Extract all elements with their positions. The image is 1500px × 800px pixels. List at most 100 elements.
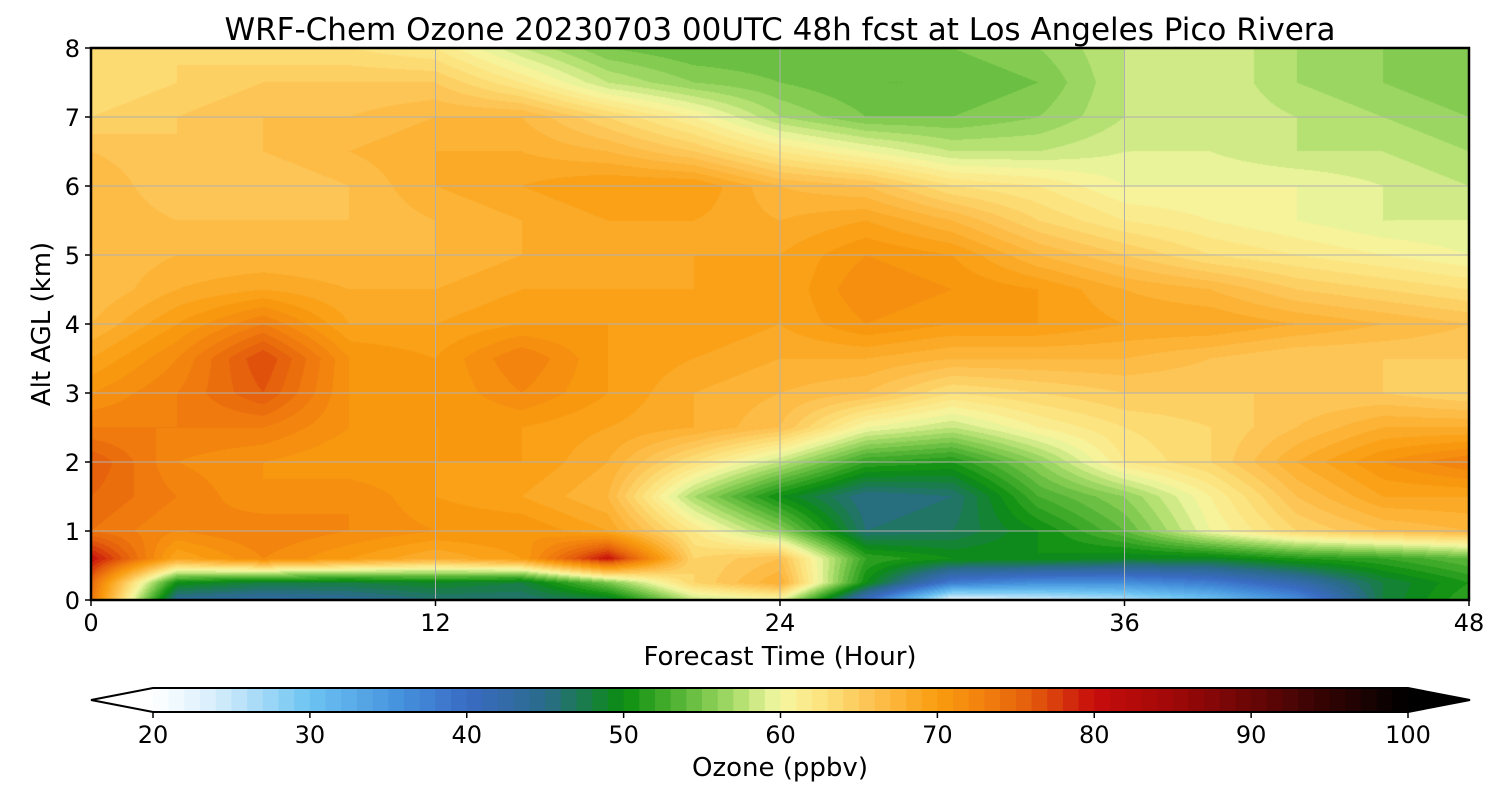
colorbar-tick-label: 70 [922,721,953,749]
colorbar-segment [874,688,891,712]
y-axis-label: Alt AGL (km) [27,242,57,406]
colorbar-segment [1282,688,1299,712]
colorbar-segment [1219,688,1237,712]
colorbar-segment [231,688,248,712]
colorbar-segment [984,688,1001,712]
colorbar: 20 30 40 50 60 70 80 90 100 [90,687,1471,749]
colorbar-segment [764,688,782,712]
colorbar-segment [294,688,311,712]
colorbar-segment [498,688,515,712]
colorbar-segment [1062,688,1080,712]
colorbar-segment [1329,688,1346,712]
y-tick-label: 8 [65,35,80,63]
colorbar-segment [1204,688,1221,712]
colorbar-segment [200,688,217,712]
colorbar-segment [702,688,719,712]
colorbar-segment [670,688,687,712]
x-tick-label: 12 [420,609,451,637]
colorbar-segment [466,688,484,712]
colorbar-tick-label: 20 [138,721,169,749]
y-tick-label: 2 [65,449,80,477]
colorbar-segment [1235,688,1252,712]
colorbar-segment [1015,688,1033,712]
x-tick-label: 0 [83,609,98,637]
x-tick-label: 36 [1109,609,1140,637]
colorbar-segment [278,688,295,712]
colorbar-segment [1392,688,1409,712]
colorbar-segment [388,688,405,712]
y-tick-label: 7 [65,104,80,132]
colorbar-segment [215,688,233,712]
colorbar-segment [623,688,640,712]
colorbar-tick-label: 100 [1385,721,1431,749]
colorbar-segment [1125,688,1142,712]
colorbar-segment [184,688,201,712]
colorbar-segment [1000,688,1017,712]
colorbar-segment [419,688,436,712]
colorbar-segment [592,688,609,712]
colorbar-segment [1298,688,1315,712]
y-tick-label: 1 [65,518,80,546]
colorbar-tick-label: 90 [1236,721,1267,749]
colorbar-extend-min [91,688,153,712]
colorbar-segment [1109,688,1127,712]
colorbar-segment [168,688,185,712]
colorbar-tick-label: 80 [1079,721,1110,749]
colorbar-tick-label: 50 [608,721,639,749]
colorbar-segment [906,688,923,712]
colorbar-segment [545,688,562,712]
colorbar-segment [1047,688,1064,712]
colorbar-segment [356,688,374,712]
colorbar-segment [1266,688,1284,712]
colorbar-label: Ozone (ppbv) [692,753,868,783]
colorbar-segment [1345,688,1362,712]
colorbar-segment [309,688,327,712]
colorbar-segment [733,688,750,712]
colorbar-extend-max [1408,688,1470,712]
colorbar-segment [153,688,170,712]
colorbar-segment [749,688,766,712]
x-tick-label: 48 [1454,609,1485,637]
colorbar-segment [1031,688,1048,712]
y-tick-label: 0 [65,587,80,615]
colorbar-segment [607,688,625,712]
colorbar-segment [639,688,656,712]
y-tick-label: 3 [65,380,80,408]
colorbar-segment [451,688,468,712]
colorbar-segment [1094,688,1111,712]
colorbar-segment [1188,688,1205,712]
colorbar-segment [262,688,280,712]
colorbar-segment [1313,688,1331,712]
colorbar-segment [1251,688,1268,712]
colorbar-segment [1376,688,1393,712]
colorbar-tick-label: 40 [451,721,482,749]
colorbar-tick-label: 60 [765,721,796,749]
colorbar-segment [529,688,546,712]
colorbar-segment [827,688,844,712]
colorbar-segment [858,688,876,712]
colorbar-segment [953,688,970,712]
y-axis: 0 1 2 3 4 5 6 7 8 [65,35,91,615]
x-axis-label: Forecast Time (Hour) [643,642,916,672]
colorbar-segment [796,688,813,712]
colorbar-segment [247,688,264,712]
colorbar-segment [921,688,938,712]
colorbar-segment [482,688,499,712]
x-axis: 0 12 24 36 48 [83,600,1484,637]
colorbar-segment [435,688,452,712]
plot-area [89,46,1471,602]
colorbar-segment [968,688,986,712]
colorbar-segment [560,688,578,712]
colorbar-segment [1360,688,1378,712]
colorbar-segment [576,688,593,712]
colorbar-segment [404,688,421,712]
colorbar-segment [686,688,703,712]
y-tick-label: 5 [65,242,80,270]
chart-title: WRF-Chem Ozone 20230703 00UTC 48h fcst a… [224,12,1335,48]
colorbar-segment [655,688,672,712]
x-tick-label: 24 [765,609,796,637]
colorbar-segment [513,688,531,712]
colorbar-segment [890,688,907,712]
colorbar-segment [843,688,860,712]
colorbar-segment [1141,688,1158,712]
